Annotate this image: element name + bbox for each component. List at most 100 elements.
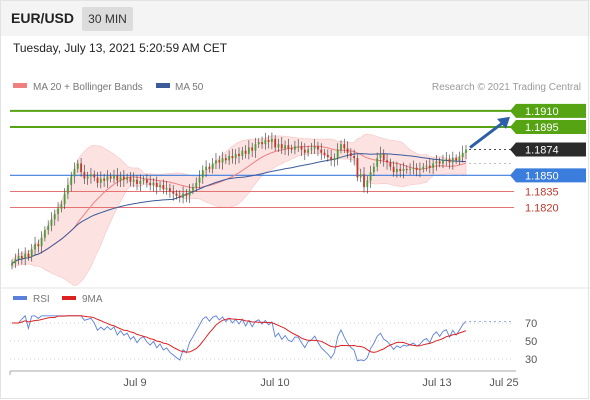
- candle-body: [211, 163, 214, 169]
- candle-body: [425, 165, 428, 167]
- candle: [270, 132, 273, 150]
- candle: [353, 149, 356, 166]
- candle-body: [182, 193, 184, 198]
- candle: [320, 143, 323, 160]
- candle-body: [300, 146, 303, 150]
- candle-body: [294, 146, 296, 150]
- candle: [402, 162, 405, 179]
- candle: [313, 139, 316, 154]
- candle-body: [126, 177, 129, 180]
- candle: [145, 174, 148, 188]
- candle-body: [284, 145, 286, 149]
- candle: [419, 162, 421, 178]
- candle-body: [231, 156, 234, 159]
- candle: [57, 202, 59, 222]
- candle: [376, 152, 379, 172]
- candle: [198, 170, 201, 189]
- candle-body: [224, 158, 227, 161]
- candle: [277, 138, 280, 153]
- candle: [386, 153, 388, 170]
- candle-body: [340, 144, 342, 150]
- price-levels: 1.1910 1.1895 1.1850 1.1835 1.1820: [10, 103, 586, 215]
- candle-body: [165, 188, 168, 190]
- candle: [211, 158, 214, 174]
- candle-body: [244, 150, 247, 154]
- rsi-line: [12, 314, 467, 362]
- rsi-ma-line: [12, 315, 467, 353]
- candle: [261, 136, 263, 149]
- candle-body: [376, 158, 379, 167]
- rsi-tick-30: 30: [525, 354, 537, 366]
- candle-body: [310, 148, 313, 150]
- candle-body: [43, 230, 46, 238]
- candle: [363, 167, 365, 193]
- candle: [129, 172, 132, 187]
- candle-body: [11, 263, 13, 266]
- candle: [323, 149, 326, 159]
- candle: [455, 154, 458, 165]
- candle: [185, 188, 188, 203]
- candle: [435, 155, 438, 171]
- candle-body: [175, 193, 178, 196]
- candle: [445, 152, 448, 166]
- candle-body: [188, 190, 191, 196]
- candle-body: [70, 176, 73, 185]
- ma50-line: [11, 153, 466, 264]
- candle: [99, 171, 102, 189]
- candle-body: [152, 182, 155, 185]
- candle-body: [392, 166, 395, 173]
- candle-body: [402, 168, 405, 172]
- candle: [451, 151, 454, 170]
- timestamp: Tuesday, July 13, 2021 5:20:59 AM CET: [13, 41, 228, 55]
- candle: [287, 138, 290, 156]
- candle: [159, 181, 161, 191]
- candle-body: [320, 149, 323, 153]
- candle-body: [366, 180, 369, 188]
- candle-body: [307, 149, 309, 153]
- candle: [405, 165, 408, 174]
- candle-body: [396, 168, 398, 173]
- candle: [201, 165, 204, 184]
- candle-body: [379, 153, 382, 159]
- candle-body: [122, 176, 125, 180]
- candle: [34, 236, 36, 255]
- candle-body: [264, 139, 267, 145]
- candle-body: [96, 177, 99, 183]
- candle: [139, 174, 142, 192]
- level-label-box-1.1895: [510, 120, 586, 134]
- candle: [14, 253, 17, 269]
- candle: [178, 190, 181, 203]
- candle-body: [90, 174, 92, 177]
- candle-body: [50, 219, 53, 226]
- candle-body: [372, 166, 375, 173]
- timeframe-button[interactable]: 30 MIN: [82, 7, 133, 31]
- forecast-arrow-head: [497, 116, 510, 129]
- candle-body: [254, 144, 257, 151]
- candle-body: [215, 160, 217, 164]
- candle-body: [428, 165, 431, 168]
- candle: [195, 177, 198, 192]
- candle-body: [251, 147, 254, 151]
- candle-body: [435, 161, 438, 164]
- candle: [356, 154, 359, 182]
- candle: [132, 172, 135, 188]
- candle-body: [303, 149, 306, 153]
- candle: [136, 175, 138, 191]
- candle-body: [238, 153, 240, 156]
- candle: [96, 172, 99, 188]
- candle: [343, 138, 346, 154]
- candle-body: [389, 162, 392, 167]
- candle-body: [218, 160, 221, 163]
- candle: [192, 183, 194, 195]
- candle-body: [333, 158, 336, 161]
- instrument-title: EUR/USD: [11, 10, 75, 26]
- candle: [422, 162, 425, 173]
- candle-body: [205, 166, 208, 170]
- level-label-1.1850: 1.1850: [525, 170, 559, 182]
- candle: [415, 163, 418, 177]
- candle-body: [63, 193, 66, 205]
- candle-body: [162, 185, 165, 190]
- candle-body: [297, 146, 300, 148]
- candle-body: [119, 176, 122, 181]
- candle-body: [37, 244, 40, 247]
